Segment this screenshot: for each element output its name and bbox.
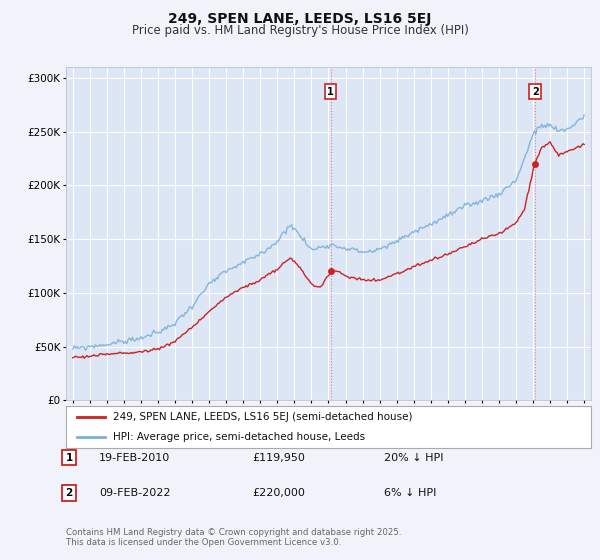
Text: 2: 2 [65, 488, 73, 498]
Text: 19-FEB-2010: 19-FEB-2010 [99, 452, 170, 463]
Text: £220,000: £220,000 [252, 488, 305, 498]
Text: Price paid vs. HM Land Registry's House Price Index (HPI): Price paid vs. HM Land Registry's House … [131, 24, 469, 36]
Text: 249, SPEN LANE, LEEDS, LS16 5EJ (semi-detached house): 249, SPEN LANE, LEEDS, LS16 5EJ (semi-de… [113, 412, 413, 422]
Text: Contains HM Land Registry data © Crown copyright and database right 2025.
This d: Contains HM Land Registry data © Crown c… [66, 528, 401, 547]
Text: HPI: Average price, semi-detached house, Leeds: HPI: Average price, semi-detached house,… [113, 432, 365, 442]
Text: 2: 2 [532, 87, 539, 97]
Text: 249, SPEN LANE, LEEDS, LS16 5EJ: 249, SPEN LANE, LEEDS, LS16 5EJ [169, 12, 431, 26]
Text: £119,950: £119,950 [252, 452, 305, 463]
Text: 1: 1 [327, 87, 334, 97]
Text: 09-FEB-2022: 09-FEB-2022 [99, 488, 170, 498]
Text: 20% ↓ HPI: 20% ↓ HPI [384, 452, 443, 463]
Text: 1: 1 [65, 452, 73, 463]
Text: 6% ↓ HPI: 6% ↓ HPI [384, 488, 436, 498]
